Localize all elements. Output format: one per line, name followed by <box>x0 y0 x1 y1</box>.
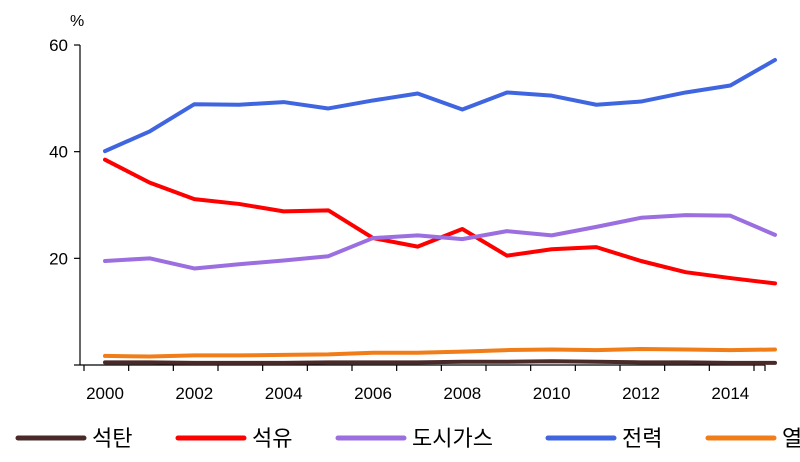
x-tick-label: 2006 <box>354 384 392 403</box>
legend-label-전력: 전력 <box>622 427 662 452</box>
x-tick-label: 2008 <box>443 384 481 403</box>
x-tick-label: 2000 <box>86 384 124 403</box>
legend: 석탄 석유 도시가스 전력 열에너지 <box>15 427 800 452</box>
y-tick-label: 40 <box>49 143 68 162</box>
legend-label-도시가스: 도시가스 <box>412 427 493 452</box>
x-tick-label: 2004 <box>265 384 303 403</box>
y-tick-label: 60 <box>49 36 68 55</box>
legend-label-열에너지: 열에너지 <box>782 427 800 452</box>
x-tick-label: 2014 <box>711 384 749 403</box>
series-line-열에너지 <box>103 347 777 359</box>
series-line-전력 <box>103 57 777 154</box>
y-unit-label: % <box>70 13 84 30</box>
x-tick-label: 2012 <box>622 384 660 403</box>
legend-label-석탄: 석탄 <box>92 427 132 452</box>
legend-label-석유: 석유 <box>252 427 292 452</box>
plot-area: 20 40 60 2000 2002 2004 2006 2008 2010 2012 2014 <box>49 36 777 403</box>
series-line-도시가스 <box>103 213 777 271</box>
series-line-석유 <box>103 157 777 286</box>
series-line-석탄 <box>103 359 777 365</box>
x-tick-label: 2010 <box>533 384 571 403</box>
y-tick-label: 20 <box>49 249 68 268</box>
x-tick-label: 2002 <box>175 384 213 403</box>
